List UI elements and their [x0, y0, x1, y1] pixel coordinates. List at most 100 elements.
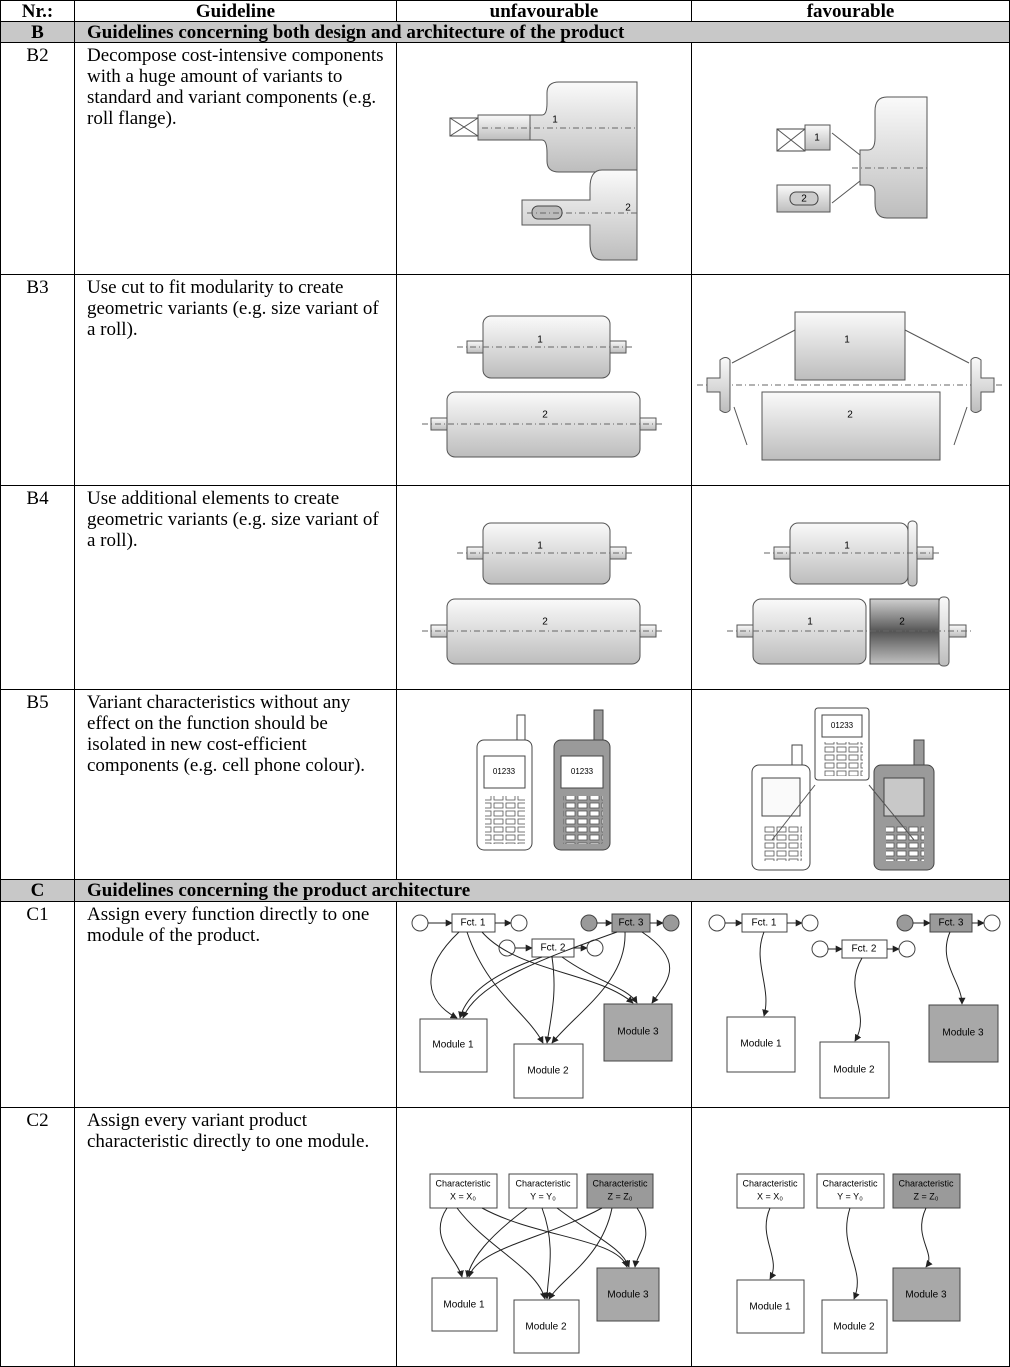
diagram-shape — [462, 931, 618, 1019]
diagram-label: Module 3 — [942, 1028, 984, 1039]
diagram-shape — [431, 1277, 498, 1332]
drawing: Fct. 1 Fct. 2 Fct. 3 Module 1 Module 2 M… — [411, 913, 680, 1099]
diagram-shape — [726, 1016, 796, 1073]
diagram-label: Z = Z₀ — [608, 1191, 633, 1201]
diagram-label: 1 — [537, 541, 543, 552]
diagram-shape — [945, 931, 966, 1005]
diagram-shape — [883, 777, 925, 817]
diagram-shape — [483, 755, 526, 789]
diagram-label: Module 2 — [833, 1065, 875, 1076]
diagram-shape — [898, 940, 916, 958]
diagram-label: 2 — [899, 617, 905, 628]
diagram-shape — [804, 124, 831, 151]
unfavourable-cell: Characteristic X = X₀ Characteristic Y = Y… — [397, 1108, 692, 1367]
diagram-label: Module 3 — [905, 1290, 947, 1301]
header-cell: unfavourable — [397, 0, 692, 22]
row-nr: C2 — [0, 1108, 75, 1367]
diagram-label: Y = Y₀ — [530, 1191, 556, 1201]
diagram-shape — [896, 914, 914, 932]
diagram-shape — [736, 1173, 805, 1209]
diagram-shape — [846, 1207, 860, 1300]
diagram-shape — [586, 1173, 654, 1209]
drawing: 01233 01233 — [476, 709, 611, 851]
diagram-shape — [928, 1004, 999, 1063]
row-text: Use cut to fit modularity to create geom… — [75, 275, 397, 486]
drawing: Characteristic X = X₀ Characteristic Y = Y… — [736, 1173, 961, 1354]
diagram-shape — [831, 132, 861, 204]
diagram-shape — [466, 931, 544, 1044]
diagram-shape — [759, 931, 770, 1017]
diagram-label: Module 3 — [607, 1290, 649, 1301]
diagram-label: Z = Z₀ — [914, 1191, 939, 1201]
diagram-shape — [603, 1003, 673, 1062]
diagram-label: Characteristic — [515, 1178, 571, 1188]
diagram-shape — [521, 169, 638, 261]
unfavourable-cell: 1 2 — [397, 486, 692, 690]
diagram-label: 2 — [625, 203, 631, 214]
diagram-label: 1 — [844, 541, 850, 552]
drawing: 1 2 — [449, 81, 638, 261]
diagram-shape — [913, 739, 925, 768]
diagram-shape — [731, 329, 970, 446]
drawing: 1 2 — [697, 311, 1004, 461]
row-nr: B5 — [0, 690, 75, 880]
diagram-shape — [467, 1207, 603, 1278]
diagram-label: Module 3 — [617, 1027, 659, 1038]
diagram-shape — [430, 931, 460, 1019]
diagram-label: 01233 — [493, 767, 516, 776]
unfavourable-cell: Fct. 1 Fct. 2 Fct. 3 Module 1 Module 2 M… — [397, 902, 692, 1108]
diagram-shape — [561, 956, 638, 1004]
unfavourable-cell: 01233 01233 — [397, 690, 692, 880]
section-title: Guidelines concerning the product archit… — [75, 880, 1010, 902]
diagram-shape — [789, 191, 819, 206]
diagram-label: Characteristic — [742, 1178, 798, 1188]
diagram-label: 2 — [542, 617, 548, 628]
drawing: Characteristic X = X₀ Characteristic Y = Y… — [429, 1173, 660, 1354]
diagram-shape — [970, 357, 995, 413]
drawing: 1 1 2 — [727, 520, 972, 667]
diagram-shape — [869, 598, 940, 665]
diagram-shape — [513, 1299, 580, 1354]
diagram-label: 1 — [537, 335, 543, 346]
diagram-label: Module 2 — [833, 1322, 875, 1333]
diagram-label: Module 2 — [527, 1066, 569, 1077]
diagram-shape — [771, 784, 915, 841]
favourable-cell: Fct. 1 Fct. 2 Fct. 3 Module 1 Module 2 M… — [692, 902, 1010, 1108]
diagram-shape — [481, 931, 634, 1004]
diagram-shape — [859, 96, 928, 219]
section-id: B — [0, 22, 75, 43]
favourable-cell: Characteristic X = X₀ Characteristic Y = Y… — [692, 1108, 1010, 1367]
diagram-shape — [510, 914, 528, 932]
diagram-label: 1 — [814, 133, 820, 144]
diagram-shape — [823, 742, 863, 776]
diagram-shape — [821, 714, 863, 738]
diagram-shape — [662, 914, 680, 932]
diagram-label: Characteristic — [592, 1178, 648, 1188]
diagram-shape — [706, 357, 731, 413]
diagram-shape — [794, 311, 906, 381]
diagram-shape — [541, 1207, 551, 1300]
diagram-label: 2 — [542, 410, 548, 421]
favourable-cell: 1 2 — [692, 43, 1010, 275]
diagram-shape — [811, 940, 829, 958]
diagram-shape — [886, 825, 924, 861]
favourable-cell: 1 2 — [692, 275, 1010, 486]
diagram-shape — [529, 81, 638, 173]
diagram-shape — [761, 391, 941, 461]
diagram-shape — [641, 931, 671, 1004]
row-nr: C1 — [0, 902, 75, 1108]
diagram-shape — [776, 128, 806, 152]
favourable-cell: 1 1 2 — [692, 486, 1010, 690]
diagram-label: Module 1 — [432, 1040, 474, 1051]
diagram-shape — [801, 914, 819, 932]
header-cell: favourable — [692, 0, 1010, 22]
diagram-label: 1 — [552, 115, 558, 126]
diagram-shape — [736, 1279, 805, 1334]
diagram-label: Module 1 — [443, 1300, 485, 1311]
diagram-label: Module 1 — [740, 1039, 782, 1050]
diagram-shape — [485, 796, 525, 844]
diagram-shape — [708, 914, 726, 932]
diagram-shape — [593, 709, 604, 743]
diagram-shape — [921, 1207, 933, 1268]
drawing: Fct. 1 Fct. 2 Fct. 3 Module 1 Module 2 M… — [708, 913, 1001, 1099]
